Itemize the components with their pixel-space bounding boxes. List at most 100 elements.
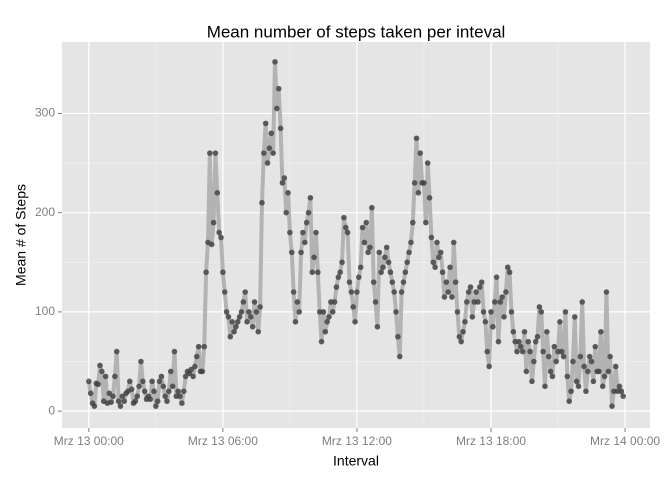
point <box>393 309 399 315</box>
point <box>503 289 509 295</box>
point <box>242 289 249 295</box>
point <box>434 239 440 246</box>
point <box>212 150 219 156</box>
point <box>346 279 353 285</box>
point <box>305 209 312 216</box>
point <box>266 145 273 151</box>
point <box>383 244 390 251</box>
point <box>361 239 368 246</box>
point <box>424 160 431 166</box>
point <box>365 249 371 256</box>
point <box>443 279 450 285</box>
point <box>229 319 235 325</box>
point <box>475 299 481 305</box>
point <box>231 328 237 335</box>
point <box>372 299 379 305</box>
point <box>400 279 407 285</box>
point <box>374 323 381 330</box>
point <box>514 348 520 355</box>
point <box>177 393 183 400</box>
point <box>469 314 476 320</box>
point <box>285 190 291 196</box>
point <box>223 309 230 315</box>
point <box>313 229 319 236</box>
point <box>478 279 485 285</box>
point <box>529 378 535 385</box>
chart-title: Mean number of steps taken per inteval <box>207 22 506 41</box>
point <box>315 269 321 276</box>
point <box>179 400 185 406</box>
point <box>300 229 306 236</box>
point <box>426 194 433 201</box>
point <box>160 383 167 390</box>
point <box>441 294 448 300</box>
point <box>354 289 360 295</box>
point <box>369 204 375 211</box>
point <box>140 378 146 385</box>
y-tick-label: 200 <box>35 205 55 219</box>
point <box>149 378 155 385</box>
point <box>363 219 370 226</box>
point <box>439 269 446 276</box>
point <box>605 368 612 375</box>
point <box>110 393 116 400</box>
point <box>337 269 343 276</box>
point <box>136 383 142 390</box>
point <box>307 194 314 201</box>
point <box>517 343 524 350</box>
point <box>164 398 170 405</box>
point <box>138 358 144 365</box>
point <box>344 229 351 236</box>
point <box>395 333 401 340</box>
point <box>180 388 187 395</box>
point <box>482 319 489 325</box>
point <box>564 373 571 380</box>
point <box>551 343 558 350</box>
point <box>432 264 438 271</box>
point <box>348 289 355 295</box>
point <box>333 284 340 290</box>
point <box>288 249 295 256</box>
point <box>542 383 548 390</box>
point <box>192 363 198 370</box>
point <box>156 378 163 385</box>
point <box>169 383 176 390</box>
point <box>607 353 613 360</box>
x-tick-label: Mrz 13 12:00 <box>322 434 392 448</box>
point <box>521 328 528 335</box>
point <box>203 269 209 276</box>
point <box>257 304 263 310</box>
point <box>218 234 224 241</box>
point <box>268 130 275 137</box>
point <box>350 304 357 310</box>
point <box>166 388 172 395</box>
y-tick-label: 100 <box>35 304 55 318</box>
point <box>167 368 174 375</box>
point <box>255 328 262 335</box>
point <box>141 388 148 395</box>
point <box>588 358 595 365</box>
point <box>264 160 271 166</box>
point <box>477 284 483 290</box>
point <box>190 373 196 380</box>
point <box>545 353 552 360</box>
point <box>486 363 492 370</box>
point <box>534 333 541 340</box>
point <box>158 373 165 380</box>
point <box>488 309 494 315</box>
point <box>544 328 550 335</box>
point <box>506 269 513 276</box>
point <box>283 209 289 216</box>
point <box>357 264 364 271</box>
point <box>318 338 325 345</box>
point <box>462 319 468 325</box>
point <box>162 393 168 400</box>
point <box>281 175 288 181</box>
point <box>113 348 120 355</box>
point <box>301 239 308 246</box>
point <box>385 259 392 266</box>
point <box>398 289 405 295</box>
point <box>296 309 303 315</box>
point <box>504 264 511 271</box>
point <box>121 398 127 405</box>
